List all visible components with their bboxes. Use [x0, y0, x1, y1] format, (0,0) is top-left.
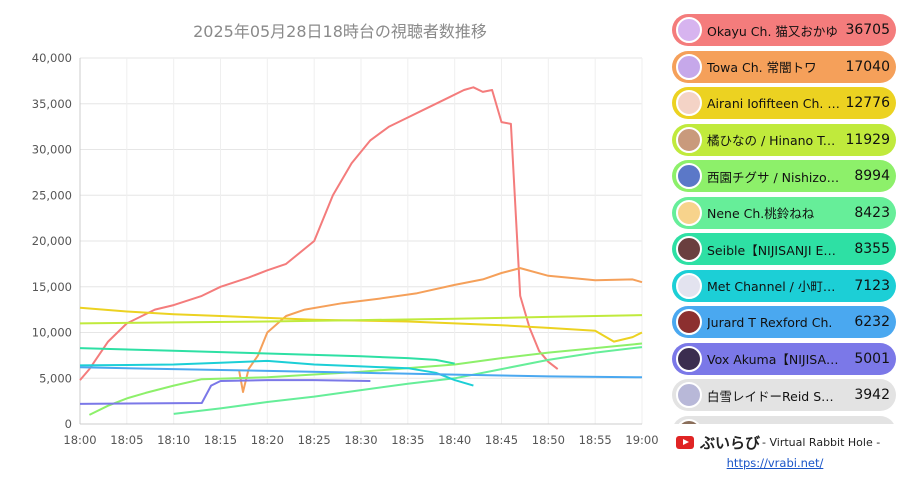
legend-entry[interactable]: Airani Iofifteen Ch. hololive-ID 12776 — [672, 87, 896, 119]
y-tick-label: 30,000 — [32, 143, 72, 157]
legend-entry[interactable]: 橘ひなの / Hinano Tachibana 11929 — [672, 123, 896, 156]
legend-channel-name: Jurard T Rexford Ch. — [707, 314, 833, 330]
series-line-5 — [88, 342, 643, 416]
avatar — [676, 126, 702, 153]
legend-viewer-count: 17040 — [845, 58, 890, 75]
legend-channel-name: Towa Ch. 常闇トワ — [707, 60, 817, 75]
avatar — [676, 17, 702, 43]
x-tick-label: 18:25 — [298, 433, 331, 447]
ranking-legend: Okayu Ch. 猫又おかゆ 36705 Towa Ch. 常闇トワ 17040 Ai… — [672, 14, 898, 424]
chart-title: 2025年05月28日18時台の視聴者数推移 — [193, 22, 487, 41]
legend-viewer-count: 12776 — [845, 95, 890, 111]
legend-entry[interactable]: Jurard T Rexford Ch. 6232 — [672, 306, 896, 338]
legend-viewer-count: 8994 — [854, 168, 890, 184]
legend-viewer-count: 6232 — [854, 314, 890, 330]
x-tick-label: 18:30 — [344, 433, 377, 447]
avatar — [676, 199, 702, 226]
x-tick-label: 18:20 — [251, 433, 284, 447]
series-line-2 — [238, 267, 643, 393]
y-tick-label: 40,000 — [32, 51, 72, 65]
x-tick-label: 18:45 — [485, 433, 518, 447]
series-lines — [79, 86, 643, 416]
legend-entry[interactable]: Nene Ch.桃鈴ねね 8423 — [672, 196, 896, 229]
series-line-10 — [79, 379, 371, 405]
legend-entry[interactable]: 西園チグサ / Nishizono Chigusa 8994 — [672, 160, 896, 192]
series-line-9 — [79, 366, 643, 379]
brand-row: ぶいらび - Virtual Rabbit Hole - — [676, 430, 898, 454]
x-tick-label: 18:15 — [204, 433, 237, 447]
legend-channel-name: Nene Ch.桃鈴ねね — [707, 206, 815, 221]
x-tick-label: 18:55 — [579, 433, 612, 447]
avatar — [676, 309, 702, 335]
legend-channel-name: Okayu Ch. 猫又おかゆ — [707, 23, 838, 39]
avatar — [676, 382, 702, 408]
legend-viewer-count: 11929 — [845, 131, 890, 148]
legend-viewer-count: 8355 — [854, 241, 890, 257]
avatar — [676, 53, 702, 80]
youtube-play-icon — [676, 435, 694, 449]
y-tick-label: 5,000 — [39, 371, 72, 385]
legend-channel-name: 西園チグサ / Nishizono Chigusa — [707, 169, 840, 185]
site-link[interactable]: https://vrabi.net/ — [726, 456, 824, 470]
series-line-3 — [79, 306, 643, 343]
legend-channel-name: Bakuon Ch. 夕刻ロベル — [707, 422, 840, 424]
legend-entry[interactable]: Okayu Ch. 猫又おかゆ 36705 — [672, 14, 896, 46]
brand-name: ぶいらび — [700, 433, 761, 452]
legend-channel-name: Airani Iofifteen Ch. hololive-ID — [707, 95, 840, 111]
legend-entry[interactable]: Vox Akuma【NIJISANJI EN】 5001 — [672, 342, 896, 375]
x-tick-label: 18:00 — [63, 433, 96, 447]
legend-entry[interactable]: 白雪レイドーReid Shirayuki 3942 — [672, 379, 896, 411]
series-line-4 — [79, 314, 643, 325]
series-line-7 — [79, 347, 455, 365]
y-tick-label: 15,000 — [32, 280, 72, 294]
series-line-6 — [173, 346, 643, 415]
legend-viewer-count: 5001 — [854, 350, 890, 367]
y-tick-label: 25,000 — [32, 188, 72, 202]
x-tick-label: 18:05 — [110, 433, 143, 447]
legend-channel-name: Seible【NIJISANJI EN】 — [707, 242, 840, 258]
x-tick-label: 19:00 — [625, 433, 658, 447]
legend-viewer-count: 3942 — [854, 387, 890, 403]
legend-viewer-count: 7123 — [854, 277, 890, 294]
legend-channel-name: Vox Akuma【NIJISANJI EN】 — [707, 352, 840, 367]
x-tick-label: 18:50 — [532, 433, 565, 447]
series-line-8 — [79, 359, 474, 387]
legend-viewer-count: 36705 — [845, 22, 890, 38]
legend-entry[interactable]: Met Channel / 小町メット 7123 — [672, 269, 896, 302]
x-tick-label: 18:10 — [157, 433, 190, 447]
y-tick-label: 0 — [65, 417, 72, 431]
avatar — [676, 418, 702, 424]
x-tick-label: 18:35 — [391, 433, 424, 447]
legend-channel-name: 橘ひなの / Hinano Tachibana — [707, 133, 840, 148]
y-tick-label: 10,000 — [32, 326, 72, 340]
brand-tagline: - Virtual Rabbit Hole - — [762, 435, 881, 449]
legend-viewer-count: 8423 — [854, 204, 890, 221]
avatar — [676, 236, 702, 262]
x-tick-label: 18:40 — [438, 433, 471, 447]
x-axis: 18:00 18:05 18:10 18:15 18:20 18:25 18:30 18:35… — [63, 433, 658, 447]
legend-entry[interactable]: Seible【NIJISANJI EN】 8355 — [672, 233, 896, 265]
legend-channel-name: Met Channel / 小町メット — [707, 279, 840, 294]
chart-grid — [79, 57, 643, 425]
y-axis: 0 5,000 10,000 15,000 20,000 25,000 30,000 35,0… — [32, 51, 72, 431]
avatar — [676, 163, 702, 189]
site-footer: ぶいらび - Virtual Rabbit Hole - https://vra… — [676, 430, 898, 476]
y-tick-label: 20,000 — [32, 234, 72, 248]
y-tick-label: 35,000 — [32, 97, 72, 111]
legend-channel-name: 白雪レイドーReid Shirayuki — [707, 388, 840, 404]
legend-entry[interactable]: Bakuon Ch. 夕刻ロベル3766 — [672, 415, 896, 425]
avatar — [676, 345, 702, 372]
legend-viewer-count: 3766 — [840, 424, 890, 425]
series-line-1 — [79, 86, 559, 381]
avatar — [676, 90, 702, 116]
line-chart: 2025年05月28日18時台の視聴者数推移 0 5,000 10,000 15,00… — [32, 22, 659, 447]
avatar — [676, 272, 702, 299]
legend-entry[interactable]: Towa Ch. 常闇トワ 17040 — [672, 50, 896, 83]
